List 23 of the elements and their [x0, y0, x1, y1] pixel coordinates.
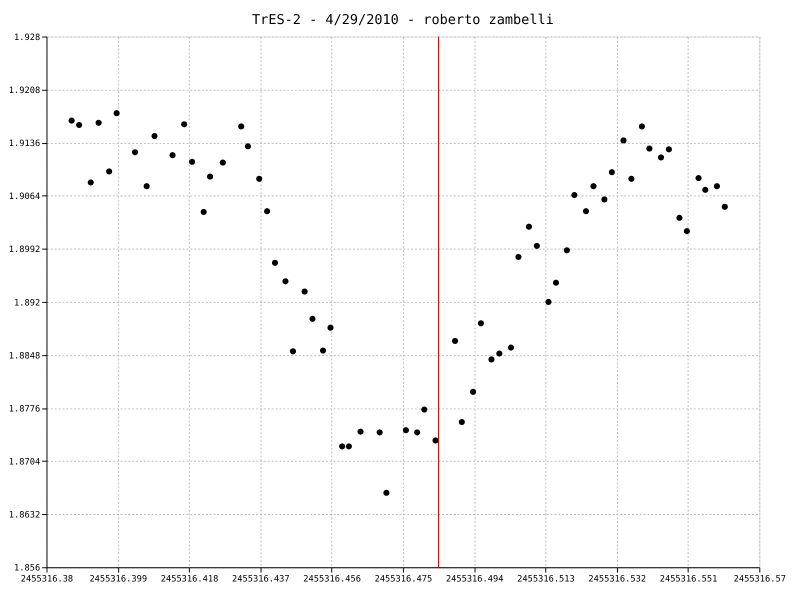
x-tick-label: 2455316.475: [374, 574, 432, 584]
y-tick-label: 1.8632: [8, 510, 40, 521]
y-tick-label: 1.9136: [8, 139, 40, 150]
y-tick-label: 1.9208: [8, 86, 40, 96]
y-tick-label: 1.8704: [8, 458, 40, 468]
y-tick-label: 1.9064: [8, 192, 40, 202]
y-tick-label: 1.928: [14, 32, 40, 43]
x-tick-label: 2455316.418: [160, 574, 218, 584]
x-tick-label: 2455316.494: [446, 574, 504, 584]
x-tick-label: 2455316.551: [660, 574, 718, 584]
chart-title: TrES-2 - 4/29/2010 - roberto zambelli: [252, 12, 554, 28]
x-tick-label: 2455316.456: [303, 574, 361, 584]
x-tick-label: 2455316.399: [89, 574, 148, 584]
y-tick-label: 1.856: [14, 564, 40, 574]
x-tick-label: 2455316.437: [232, 574, 290, 584]
x-tick-label: 2455316.38: [20, 574, 74, 584]
y-tick-label: 1.8776: [8, 404, 40, 414]
y-tick-label: 1.892: [14, 298, 40, 308]
x-tick-label: 2455316.532: [588, 574, 646, 584]
x-tick-label: 2455316.57: [734, 574, 786, 584]
y-tick-label: 1.8848: [8, 351, 40, 362]
x-tick-label: 2455316.513: [517, 574, 575, 584]
y-tick-label: 1.8992: [8, 245, 40, 256]
